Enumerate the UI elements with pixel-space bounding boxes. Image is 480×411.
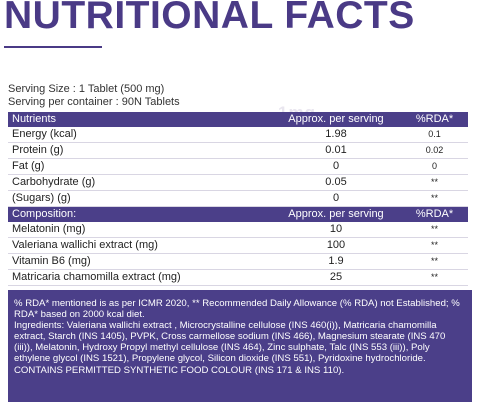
nutrition-table: Nutrients Approx. per serving %RDA* Ener… — [8, 112, 468, 286]
nutrient-value: 0.05 — [271, 174, 401, 191]
header-composition: Composition: — [8, 206, 271, 222]
nutrient-name: Carbohydrate (g) — [8, 174, 271, 191]
ingredients-text: Ingredients: Valeriana wallichi extract … — [14, 320, 446, 365]
composition-value: 10 — [271, 222, 401, 238]
composition-rda: ** — [401, 222, 468, 238]
composition-header-row: Composition: Approx. per serving %RDA* — [8, 206, 468, 222]
nutrient-rda: ** — [401, 174, 468, 191]
table-row: Melatonin (mg) 10 ** — [8, 222, 468, 238]
colour-statement: CONTAINS PERMITTED SYNTHETIC FOOD COLOUR… — [14, 364, 345, 376]
table-row: Protein (g) 0.01 0.02 — [8, 142, 468, 159]
composition-name: Vitamin B6 (mg) — [8, 253, 271, 270]
nutrient-value: 1.98 — [271, 127, 401, 143]
composition-name: Melatonin (mg) — [8, 222, 271, 238]
nutrient-value: 0 — [271, 158, 401, 175]
nutrient-name: Fat (g) — [8, 158, 271, 175]
serving-size: Serving Size : 1 Tablet (500 mg) — [8, 83, 165, 95]
nutrient-value: 0.01 — [271, 142, 401, 159]
table-row: (Sugars) (g) 0 ** — [8, 190, 468, 207]
nutrient-rda: ** — [401, 190, 468, 207]
nutrient-rda: 0.02 — [401, 142, 468, 159]
header-nutrients: Nutrients — [8, 112, 271, 127]
composition-rda: ** — [401, 237, 468, 254]
table-row: Matricaria chamomilla extract (mg) 25 ** — [8, 269, 468, 286]
servings-per-container: Serving per container : 90N Tablets — [8, 96, 180, 108]
composition-value: 100 — [271, 237, 401, 254]
nutrient-name: Protein (g) — [8, 142, 271, 159]
table-row: Fat (g) 0 0 — [8, 158, 468, 175]
composition-rda: ** — [401, 269, 468, 286]
rda-footnote: % RDA* mentioned is as per ICMR 2020, **… — [14, 298, 460, 321]
header-rda: %RDA* — [401, 206, 468, 222]
page-title: NUTRITIONAL FACTS — [4, 0, 415, 37]
nutrient-name: Energy (kcal) — [8, 127, 271, 143]
header-per-serving: Approx. per serving — [271, 112, 401, 127]
nutrient-rda: 0 — [401, 158, 468, 175]
table-row: Valeriana wallichi extract (mg) 100 ** — [8, 237, 468, 254]
nutrients-header-row: Nutrients Approx. per serving %RDA* — [8, 112, 468, 127]
notes-panel: % RDA* mentioned is as per ICMR 2020, **… — [8, 290, 472, 402]
table-row: Vitamin B6 (mg) 1.9 ** — [8, 253, 468, 270]
composition-rda: ** — [401, 253, 468, 270]
composition-name: Valeriana wallichi extract (mg) — [8, 237, 271, 254]
composition-name: Matricaria chamomilla extract (mg) — [8, 269, 271, 286]
composition-value: 25 — [271, 269, 401, 286]
nutrient-value: 0 — [271, 190, 401, 207]
table-row: Energy (kcal) 1.98 0.1 — [8, 127, 468, 143]
header-rda: %RDA* — [401, 112, 468, 127]
nutrient-rda: 0.1 — [401, 127, 468, 143]
nutrient-name: (Sugars) (g) — [8, 190, 271, 207]
composition-value: 1.9 — [271, 253, 401, 270]
title-underline — [4, 46, 102, 48]
table-row: Carbohydrate (g) 0.05 ** — [8, 174, 468, 191]
header-per-serving: Approx. per serving — [271, 206, 401, 222]
